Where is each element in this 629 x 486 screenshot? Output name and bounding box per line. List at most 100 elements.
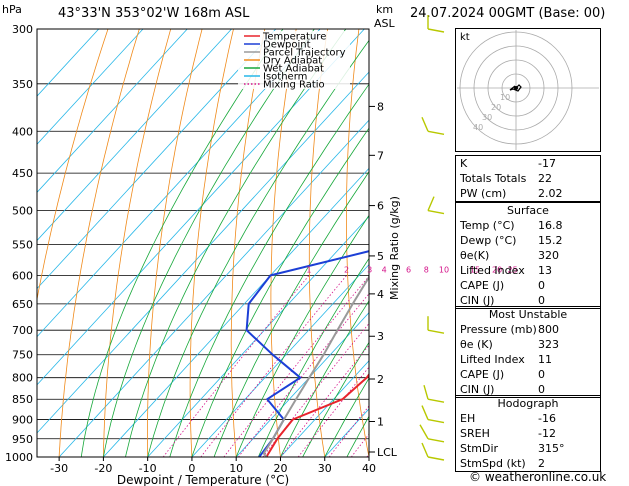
location-title: 43°33'N 353°02'W 168m ASL (58, 6, 250, 21)
series-parcel-trajectory (262, 275, 369, 457)
x-tick-label: 20 (273, 462, 287, 475)
hodograph-title: Hodograph (497, 397, 559, 410)
pressure-tick-label: 450 (12, 167, 33, 180)
wet-adiabat (235, 214, 369, 457)
wet-adiabat (191, 127, 369, 457)
pressure-tick-label: 550 (12, 238, 33, 251)
dry-adiabat (230, 29, 266, 457)
hodograph-panel: Hodograph EH -16 SREH -12 StmDir 315° StmSp… (455, 395, 601, 472)
mixing-ratio-label: 8 (424, 265, 429, 274)
mixing-ratio-label: 6 (406, 265, 411, 274)
x-axis-label: Dewpoint / Temperature (°C) (117, 473, 289, 486)
pressure-tick-label: 600 (12, 269, 33, 282)
km-tick-label: 8 (377, 100, 384, 113)
pressure-tick-label: 350 (12, 78, 33, 91)
isotherm (37, 29, 365, 386)
legend-label: Mixing Ratio (263, 80, 325, 91)
pressure-tick-label: 650 (12, 298, 33, 311)
mixing-ratio-label: 25 (508, 265, 518, 274)
wet-adiabat (213, 171, 369, 457)
mixing-ratio-label: 1 (306, 265, 311, 274)
x-tick-label: -10 (139, 462, 157, 475)
mixing-ratio-label: 2 (344, 265, 349, 274)
datetime-title: 24.07.2024 00GMT (Base: 00) (410, 6, 606, 21)
isotherm (37, 29, 144, 145)
isotherm (103, 167, 369, 457)
plot-frame (36, 28, 370, 458)
hodograph: kt 10 20 30 40 (455, 28, 601, 152)
dry-adiabat (58, 29, 140, 457)
hodograph-kt-label: kt (460, 32, 470, 43)
dry-adiabat (103, 29, 172, 457)
pressure-tick-label: 800 (12, 372, 33, 385)
isotherm (191, 263, 369, 457)
wet-adiabat (324, 377, 369, 457)
pressure-tick-label: 700 (12, 324, 33, 337)
mixing-ratio-label: 3 (367, 265, 372, 274)
legend-label: Dewpoint (263, 40, 311, 51)
pressure-tick-label: 950 (12, 433, 33, 446)
dry-adiabat (308, 29, 328, 457)
series-dewpoint (245, 250, 369, 457)
mixing-ratio-axis-label: Mixing Ratio (g/kg) (388, 196, 401, 300)
isotherm (37, 29, 232, 242)
wet-adiabat (103, 29, 315, 457)
isotherm (37, 29, 277, 290)
mixing-ratio-label: 15 (470, 265, 480, 274)
hpa-unit-label: hPa (2, 3, 22, 16)
km-tick-label: 3 (377, 330, 384, 343)
ring-label: 20 (491, 103, 501, 112)
km-tick-label: 7 (377, 149, 384, 162)
km-tick-label: 6 (377, 200, 384, 213)
x-tick-label: 40 (362, 462, 376, 475)
wet-adiabat (125, 29, 347, 457)
mixing-ratio-label: 20 (492, 265, 502, 274)
x-tick-label: -30 (50, 462, 68, 475)
most-unstable-panel: Most Unstable Pressure (mb) 800 θe (K) 323… (455, 306, 601, 398)
km-tick-label: 4 (377, 288, 384, 301)
dry-adiabat (270, 29, 297, 457)
surface-title: Surface (507, 204, 549, 217)
km-tick-label: 5 (377, 250, 384, 263)
pressure-tick-label: 900 (12, 414, 33, 427)
legend-label: Temperature (262, 32, 326, 43)
km-tick-label: LCL (377, 446, 398, 459)
legend-label: Wet Adiabat (263, 64, 324, 75)
pressure-tick-label: 1000 (5, 451, 33, 464)
pressure-tick-label: 750 (12, 349, 33, 362)
wet-adiabat (147, 39, 369, 457)
pressure-tick-label: 850 (12, 393, 33, 406)
isotherm (147, 215, 369, 457)
x-tick-label: -20 (94, 462, 112, 475)
wet-adiabat (280, 300, 369, 457)
isotherm (235, 312, 369, 457)
isotherm (280, 360, 369, 457)
dry-adiabat (37, 29, 109, 302)
dry-adiabat (147, 29, 203, 457)
hodograph-trace (509, 84, 522, 92)
isotherm (37, 29, 188, 193)
legend-label: Dry Adiabat (263, 56, 322, 67)
mixing-ratio-line (200, 275, 347, 457)
ring-label: 10 (500, 93, 510, 102)
km-tick-label: 1 (377, 416, 384, 429)
x-tick-label: 10 (229, 462, 243, 475)
legend-label: Parcel Trajectory (263, 48, 346, 59)
x-tick-label: 30 (318, 462, 332, 475)
mixing-ratio-label: 10 (439, 265, 449, 274)
isotherm (58, 119, 369, 457)
dry-adiabat (610, 29, 629, 457)
wet-adiabat (80, 29, 284, 457)
ring-label: 40 (473, 123, 483, 132)
pressure-tick-label: 400 (12, 125, 33, 138)
legend-label: Isotherm (263, 72, 307, 83)
km-unit-label: km (376, 3, 394, 16)
most-unstable-title: Most Unstable (488, 308, 568, 321)
mixing-ratio-label: 4 (382, 265, 387, 274)
dry-adiabat (189, 29, 234, 457)
indices-panel: K -17 Totals Totals 22 PW (cm) 2.02 (455, 155, 601, 202)
wet-adiabat (302, 341, 369, 457)
series-temperature (265, 372, 369, 457)
